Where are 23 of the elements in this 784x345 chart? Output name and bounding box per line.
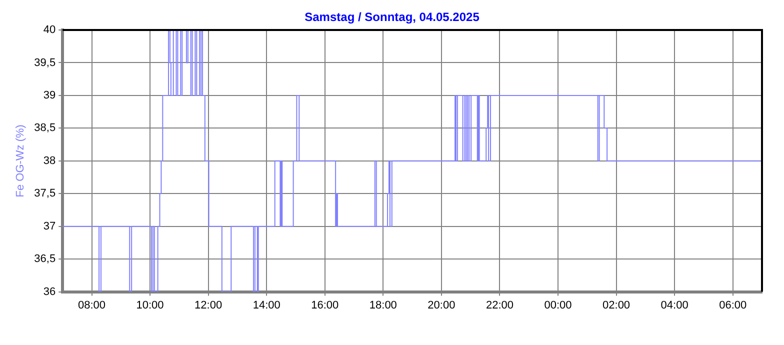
y-tick-label: 37: [43, 220, 56, 232]
y-tick-label: 40: [43, 24, 56, 36]
y-tick-label: 38,5: [34, 122, 56, 134]
x-tick-label: 06:00: [719, 299, 747, 312]
x-tick-label: 10:00: [136, 299, 164, 312]
x-tick-label: 12:00: [194, 299, 222, 312]
y-tick-label: 39,5: [34, 56, 56, 69]
x-tick-label: 18:00: [369, 299, 397, 312]
x-tick-label: 04:00: [660, 299, 688, 312]
chart-title: Samstag / Sonntag, 04.05.2025: [304, 10, 480, 24]
x-tick-label: 20:00: [428, 299, 456, 312]
x-tick-label: 02:00: [602, 299, 630, 312]
x-tick-label: 16:00: [311, 299, 339, 312]
y-tick-label: 36: [43, 286, 56, 298]
y-tick-label: 37,5: [34, 188, 56, 200]
x-tick-label: 08:00: [78, 299, 106, 312]
x-tick-label: 22:00: [486, 299, 514, 312]
y-tick-label: 38: [43, 154, 56, 167]
y-tick-label: 36,5: [34, 253, 56, 266]
y-tick-label: 39: [43, 89, 56, 102]
x-tick-label: 00:00: [544, 299, 572, 312]
x-tick-label: 14:00: [252, 299, 280, 312]
y-axis-title: Fe OG-Wz (%): [14, 124, 27, 198]
